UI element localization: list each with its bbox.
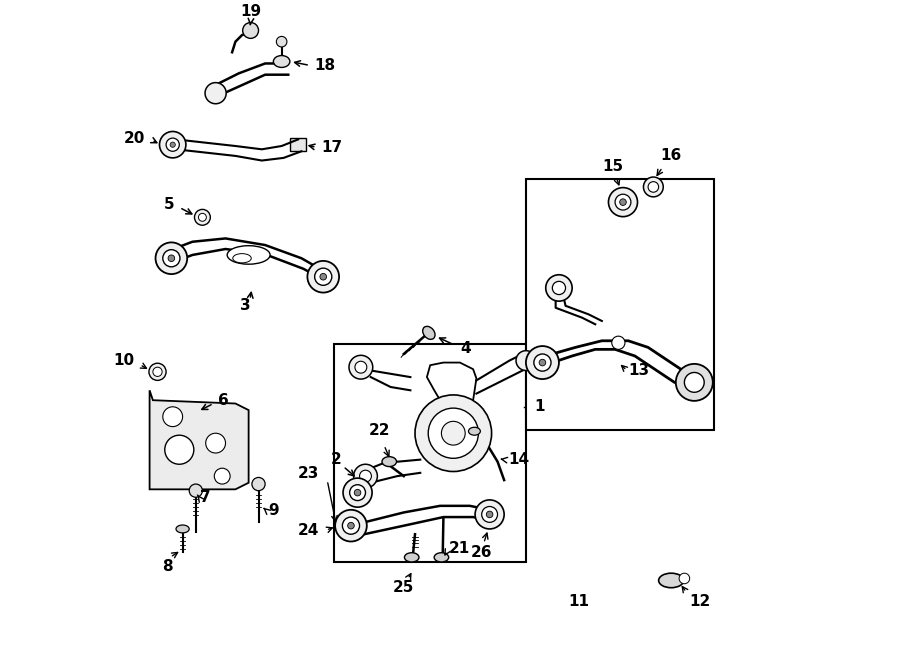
Circle shape [648,182,659,192]
Polygon shape [149,390,248,489]
Circle shape [349,356,373,379]
Ellipse shape [423,327,435,339]
Text: 22: 22 [369,423,390,438]
Circle shape [198,214,206,221]
Circle shape [315,268,332,286]
Ellipse shape [659,573,684,588]
Circle shape [615,194,631,210]
Circle shape [243,22,258,38]
Text: 17: 17 [321,140,342,155]
Text: 21: 21 [449,541,470,557]
Ellipse shape [434,553,449,562]
Text: 9: 9 [268,503,279,518]
Text: 3: 3 [240,298,250,313]
Text: 24: 24 [298,523,320,538]
Circle shape [168,255,175,262]
Text: 1: 1 [535,399,545,414]
Ellipse shape [233,254,251,263]
Circle shape [620,199,626,206]
Ellipse shape [382,457,397,467]
Circle shape [676,364,713,401]
Text: 2: 2 [330,452,341,467]
Text: 15: 15 [602,159,624,174]
Circle shape [320,274,327,280]
Text: 11: 11 [568,594,590,609]
Circle shape [166,138,179,151]
Circle shape [342,517,359,534]
Circle shape [608,188,637,217]
Circle shape [165,435,194,464]
Text: 4: 4 [460,341,471,356]
Text: 6: 6 [218,393,229,408]
Text: 16: 16 [660,147,681,163]
Circle shape [516,351,536,370]
Circle shape [354,464,377,488]
Circle shape [355,362,367,373]
Text: 7: 7 [201,490,212,505]
Text: 25: 25 [393,580,415,596]
Circle shape [612,336,625,350]
Ellipse shape [274,56,290,67]
Circle shape [343,478,372,507]
Text: 14: 14 [508,452,529,467]
Circle shape [482,506,498,522]
Circle shape [441,421,465,445]
Circle shape [349,485,365,500]
Circle shape [194,210,211,225]
Circle shape [252,477,266,490]
Circle shape [148,364,166,380]
Circle shape [486,511,493,518]
Circle shape [534,354,551,371]
Circle shape [553,282,565,295]
Circle shape [355,489,361,496]
Circle shape [153,368,162,376]
Circle shape [684,372,704,392]
Circle shape [347,522,355,529]
Circle shape [156,243,187,274]
Circle shape [205,83,226,104]
Circle shape [545,275,572,301]
Circle shape [644,177,663,197]
Ellipse shape [227,246,270,264]
Circle shape [189,484,202,497]
Text: 8: 8 [162,559,173,574]
Text: 23: 23 [298,466,320,481]
Bar [290,138,306,151]
Circle shape [214,468,230,484]
Text: 20: 20 [123,131,145,145]
Text: 18: 18 [315,58,336,73]
Circle shape [206,433,226,453]
Circle shape [276,36,287,47]
Bar [335,344,526,562]
Ellipse shape [404,553,419,562]
Text: 12: 12 [689,594,710,609]
Circle shape [163,407,183,426]
Text: 13: 13 [628,363,650,378]
Circle shape [359,470,372,482]
Text: 5: 5 [164,196,174,212]
Ellipse shape [469,427,481,435]
Circle shape [163,250,180,267]
Circle shape [170,142,176,147]
Circle shape [526,346,559,379]
Circle shape [159,132,186,158]
Bar [526,179,714,430]
Circle shape [335,510,367,541]
Circle shape [308,261,339,293]
Text: 10: 10 [113,353,134,368]
Circle shape [475,500,504,529]
Circle shape [539,360,545,366]
Circle shape [415,395,491,471]
Circle shape [428,408,479,458]
Circle shape [680,573,689,584]
Text: 19: 19 [240,4,261,19]
Ellipse shape [176,525,189,533]
Text: 26: 26 [471,545,492,561]
